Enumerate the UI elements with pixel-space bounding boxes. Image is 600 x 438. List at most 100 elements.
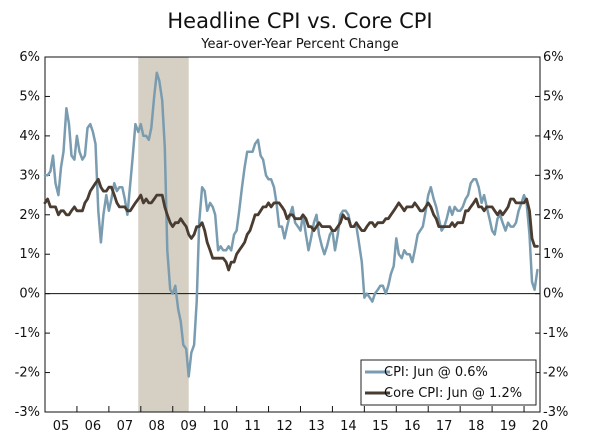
data-point bbox=[504, 210, 507, 212]
data-point bbox=[523, 202, 525, 204]
data-point bbox=[329, 233, 331, 236]
data-point bbox=[259, 210, 262, 212]
data-point bbox=[294, 217, 296, 220]
data-point bbox=[94, 182, 97, 184]
data-point bbox=[230, 261, 232, 263]
x-tick-label: 17 bbox=[436, 419, 453, 434]
data-point bbox=[371, 300, 374, 303]
data-point bbox=[464, 198, 467, 200]
data-point bbox=[198, 225, 200, 228]
data-point bbox=[483, 210, 485, 212]
data-point bbox=[206, 210, 208, 212]
data-point bbox=[243, 166, 246, 169]
data-point bbox=[299, 217, 302, 220]
data-point bbox=[350, 225, 352, 228]
data-point bbox=[222, 257, 224, 260]
data-point bbox=[363, 229, 366, 232]
data-point bbox=[483, 194, 485, 196]
data-point bbox=[377, 221, 379, 224]
data-point bbox=[211, 257, 214, 260]
data-point bbox=[187, 375, 190, 378]
data-point bbox=[145, 135, 147, 137]
data-point bbox=[403, 210, 406, 212]
data-point bbox=[118, 206, 121, 208]
data-point bbox=[68, 214, 70, 216]
data-point bbox=[318, 233, 320, 236]
data-point bbox=[267, 202, 270, 204]
data-point bbox=[443, 225, 446, 228]
data-point bbox=[310, 225, 312, 228]
data-point bbox=[84, 202, 86, 204]
data-point bbox=[214, 257, 216, 260]
data-point bbox=[523, 194, 525, 196]
data-point bbox=[509, 225, 512, 228]
data-point bbox=[113, 194, 116, 196]
data-point bbox=[238, 210, 240, 212]
data-point bbox=[46, 174, 49, 177]
data-point bbox=[169, 221, 171, 224]
data-point bbox=[289, 214, 291, 216]
data-point bbox=[345, 210, 347, 212]
data-point bbox=[427, 202, 430, 204]
data-point bbox=[493, 233, 496, 236]
chart-subtitle: Year-over-Year Percent Change bbox=[200, 37, 398, 52]
data-point bbox=[440, 229, 443, 232]
data-point bbox=[124, 206, 126, 208]
data-point bbox=[432, 198, 435, 200]
data-point bbox=[195, 225, 198, 228]
data-point bbox=[73, 206, 76, 208]
data-point bbox=[517, 210, 520, 212]
y-tick-label-left: 0% bbox=[19, 287, 40, 302]
data-point bbox=[310, 237, 312, 240]
chart-title: Headline CPI vs. Core CPI bbox=[167, 9, 432, 33]
data-point bbox=[140, 123, 142, 125]
data-point bbox=[278, 225, 280, 228]
data-point bbox=[60, 166, 62, 169]
data-point bbox=[158, 79, 161, 82]
data-point bbox=[355, 225, 358, 228]
data-point bbox=[398, 253, 400, 255]
data-point bbox=[185, 348, 187, 350]
data-point bbox=[219, 257, 222, 260]
data-point bbox=[305, 217, 307, 220]
data-point bbox=[179, 217, 182, 220]
data-point bbox=[54, 206, 57, 208]
data-point bbox=[392, 265, 395, 267]
data-point bbox=[445, 217, 448, 220]
data-point bbox=[424, 206, 427, 208]
core-cpi-series-line bbox=[43, 177, 539, 272]
data-point bbox=[262, 206, 264, 208]
data-point bbox=[424, 210, 427, 212]
y-tick-label-left: 6% bbox=[19, 50, 40, 65]
data-point bbox=[387, 285, 390, 287]
data-point bbox=[201, 221, 203, 224]
data-point bbox=[379, 221, 382, 224]
y-tick-label-right: -3% bbox=[543, 405, 568, 420]
data-point bbox=[297, 225, 299, 228]
data-point bbox=[68, 123, 70, 125]
data-point bbox=[361, 229, 363, 232]
data-point bbox=[520, 202, 523, 204]
data-point bbox=[254, 214, 256, 216]
data-point bbox=[422, 225, 424, 228]
data-point bbox=[235, 253, 238, 255]
data-point bbox=[89, 190, 92, 192]
x-tick-label: 14 bbox=[340, 419, 357, 434]
data-point bbox=[97, 178, 100, 181]
data-point bbox=[182, 221, 185, 224]
data-point bbox=[531, 281, 533, 283]
data-point bbox=[507, 206, 509, 208]
data-point bbox=[273, 186, 275, 188]
data-point bbox=[161, 99, 163, 102]
data-point bbox=[203, 229, 206, 232]
data-point bbox=[214, 214, 216, 216]
data-point bbox=[315, 225, 318, 228]
data-point bbox=[453, 225, 456, 228]
data-point bbox=[171, 292, 174, 295]
data-point bbox=[92, 131, 94, 133]
data-point bbox=[435, 206, 438, 208]
data-point bbox=[517, 202, 520, 204]
data-point bbox=[416, 206, 419, 208]
y-tick-label-left: 1% bbox=[19, 247, 40, 262]
